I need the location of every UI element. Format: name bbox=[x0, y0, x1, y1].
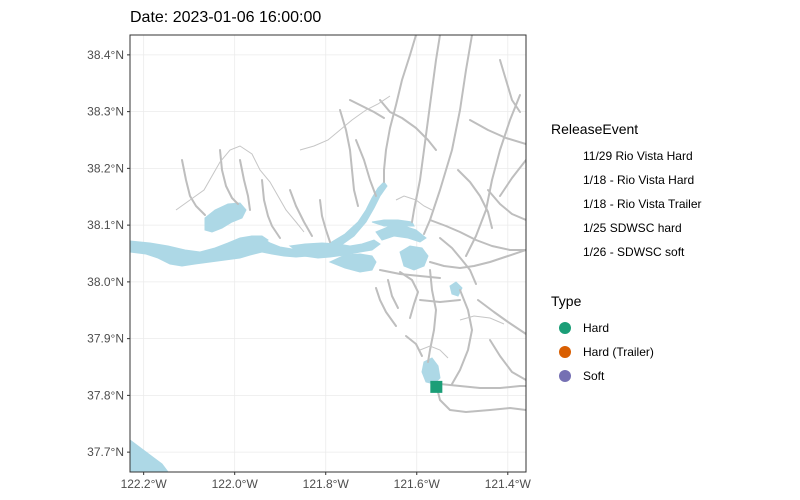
frank-tract bbox=[399, 245, 429, 271]
steamboat-slough bbox=[457, 169, 493, 229]
y-tick-label: 38.2°N bbox=[87, 161, 124, 175]
release-marker-hard bbox=[430, 380, 443, 393]
delta-interior-7 bbox=[379, 269, 441, 279]
south-delta-2 bbox=[489, 339, 526, 381]
y-tick-label: 38.3°N bbox=[87, 105, 124, 119]
suisun-bay bbox=[288, 239, 381, 259]
x-tick-label: 122.2°W bbox=[121, 477, 168, 491]
napa-river bbox=[219, 149, 239, 205]
suisun-marsh-3 bbox=[339, 109, 359, 207]
marsh-outlines bbox=[175, 95, 505, 359]
napa-ponds-south bbox=[240, 235, 269, 246]
legend-type-label-hard: Hard bbox=[583, 321, 609, 335]
napa-ponds bbox=[204, 202, 247, 233]
y-tick-label: 38.4°N bbox=[87, 48, 124, 62]
legend-release-item: 11/29 Rio Vista Hard bbox=[583, 149, 693, 163]
panel-border bbox=[129, 34, 527, 473]
legend-release-item: 1/25 SDWSC hard bbox=[583, 221, 682, 235]
yolo-bypass bbox=[411, 35, 441, 223]
cache-slough bbox=[379, 99, 437, 151]
mokelumne-north bbox=[499, 159, 526, 197]
suisun-marsh-1 bbox=[289, 189, 313, 237]
delta-mendota bbox=[435, 383, 526, 413]
y-tick-label: 37.7°N bbox=[87, 445, 124, 459]
waterway-network bbox=[181, 35, 526, 413]
legend-type-key-hard-trailer bbox=[559, 346, 571, 358]
y-tick-label: 37.9°N bbox=[87, 332, 124, 346]
delta-interior-3 bbox=[487, 189, 526, 221]
legend-release-item: 1/18 - Rio Vista Trailer bbox=[583, 197, 702, 211]
y-tick-label: 38.1°N bbox=[87, 218, 124, 232]
grant-line bbox=[439, 383, 526, 389]
legend-release-event: ReleaseEvent 11/29 Rio Vista Hard 1/18 -… bbox=[551, 121, 702, 259]
marsh-outline-suisun bbox=[299, 95, 391, 151]
y-axis: 38.4°N 38.3°N 38.2°N 38.1°N 38.0°N 37.9°N 37.8… bbox=[87, 48, 130, 459]
legend-type-label-hard-trailer: Hard (Trailer) bbox=[583, 345, 654, 359]
marsh-outline-napa bbox=[175, 145, 305, 233]
marsh-outline-sac bbox=[395, 195, 433, 211]
delta-interior-6 bbox=[419, 299, 461, 303]
legend-release-item: 1/18 - Rio Vista Hard bbox=[583, 173, 694, 187]
legend-release-item: 1/26 - SDWSC soft bbox=[583, 245, 685, 259]
x-tick-label: 121.8°W bbox=[303, 477, 350, 491]
montezuma-slough bbox=[328, 181, 388, 247]
marsh-outline-clifton bbox=[419, 345, 449, 359]
legend-type-title: Type bbox=[551, 293, 582, 309]
sf-bay-corner bbox=[130, 439, 169, 472]
legend-type: Type Hard Hard (Trailer) Soft bbox=[551, 293, 654, 383]
release-markers bbox=[430, 380, 443, 393]
y-tick-label: 38.0°N bbox=[87, 275, 124, 289]
water-bodies bbox=[130, 181, 463, 472]
legend-release-title: ReleaseEvent bbox=[551, 121, 638, 137]
sonoma-creek bbox=[181, 159, 206, 216]
legend-type-label-soft: Soft bbox=[583, 369, 605, 383]
delta-interior-9 bbox=[405, 335, 423, 357]
legend-type-key-soft bbox=[559, 370, 571, 382]
middle-river bbox=[451, 289, 473, 385]
napa-slough-2 bbox=[261, 179, 281, 239]
dutch-slough bbox=[399, 271, 419, 319]
napa-slough-1 bbox=[239, 159, 251, 211]
old-river bbox=[427, 269, 437, 363]
south-delta-1 bbox=[477, 299, 526, 335]
x-tick-label: 122.0°W bbox=[212, 477, 259, 491]
y-tick-label: 37.8°N bbox=[87, 388, 124, 402]
delta-interior-5 bbox=[499, 59, 521, 113]
mokelumne-river bbox=[465, 94, 521, 257]
delta-interior-4 bbox=[469, 119, 526, 145]
san-joaquin-river bbox=[429, 249, 526, 269]
delta-interior-8 bbox=[375, 287, 397, 327]
map-panel bbox=[129, 34, 527, 473]
delta-channel-a bbox=[371, 219, 415, 227]
sacramento-river bbox=[383, 35, 417, 183]
legend-type-key-hard bbox=[559, 322, 571, 334]
delta-interior-2 bbox=[439, 237, 477, 285]
confluence-channel bbox=[328, 253, 377, 273]
x-tick-label: 121.4°W bbox=[485, 477, 532, 491]
delta-interior-1 bbox=[429, 219, 526, 251]
marsh-outline-sj bbox=[459, 315, 505, 325]
map-title: Date: 2023-01-06 16:00:00 bbox=[130, 9, 321, 26]
x-axis: 122.2°W 122.0°W 121.8°W 121.6°W 121.4°W bbox=[121, 472, 532, 491]
rock-slough bbox=[387, 279, 399, 309]
x-tick-label: 121.6°W bbox=[394, 477, 441, 491]
suisun-marsh-4 bbox=[355, 139, 377, 197]
suisun-marsh-2 bbox=[319, 199, 331, 243]
